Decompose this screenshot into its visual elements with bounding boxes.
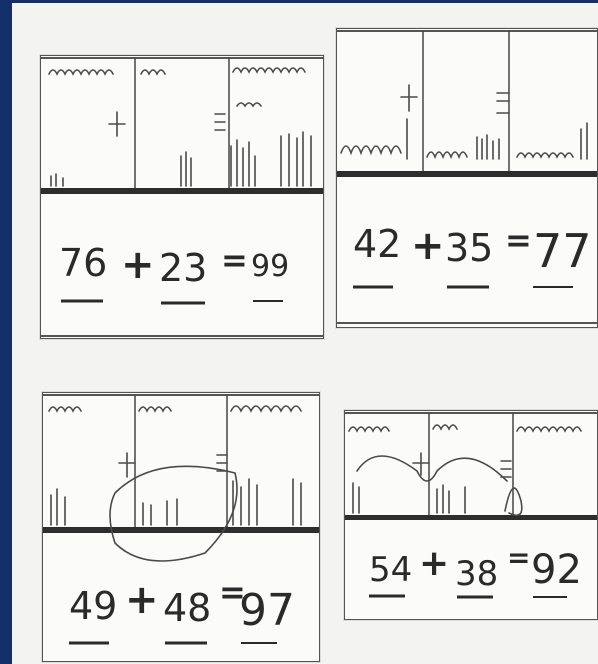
answer: 92 — [531, 547, 582, 593]
left-border-bar — [0, 0, 12, 664]
problem-card-4: 54 + 38 = 92 — [344, 410, 598, 620]
problem-card-2: 42 + 35 = 77 — [336, 28, 598, 328]
answer: 77 — [533, 224, 592, 278]
addend-2: 35 — [445, 226, 493, 270]
equals-sign: = — [507, 541, 530, 574]
answer: 99 — [251, 249, 289, 284]
plus-sign: + — [411, 223, 445, 269]
card-4-drawing: 54 + 38 = 92 — [345, 412, 597, 599]
addend-1: 49 — [69, 584, 117, 628]
plus-sign: + — [419, 543, 449, 584]
answer: 97 — [239, 585, 295, 636]
equals-sign: = — [221, 241, 248, 279]
problem-card-1: 76 + 23 = 99 — [40, 55, 324, 339]
top-border-bar — [0, 0, 598, 3]
equals-sign: = — [219, 573, 246, 611]
card-1-drawing: 76 + 23 = 99 — [41, 57, 323, 337]
addend-2: 48 — [163, 586, 211, 630]
addend-2: 23 — [159, 246, 207, 290]
plus-sign: + — [125, 577, 159, 623]
equals-sign: = — [505, 221, 532, 259]
plus-sign: + — [121, 242, 155, 288]
addend-2: 38 — [455, 554, 498, 594]
addend-1: 42 — [353, 222, 401, 266]
addend-1: 54 — [369, 550, 412, 590]
card-3-drawing: 49 + 48 = 97 — [43, 394, 319, 645]
card-2-drawing: 42 + 35 = 77 — [337, 30, 597, 324]
addend-1: 76 — [59, 241, 107, 285]
problem-card-3: 49 + 48 = 97 — [42, 392, 320, 662]
